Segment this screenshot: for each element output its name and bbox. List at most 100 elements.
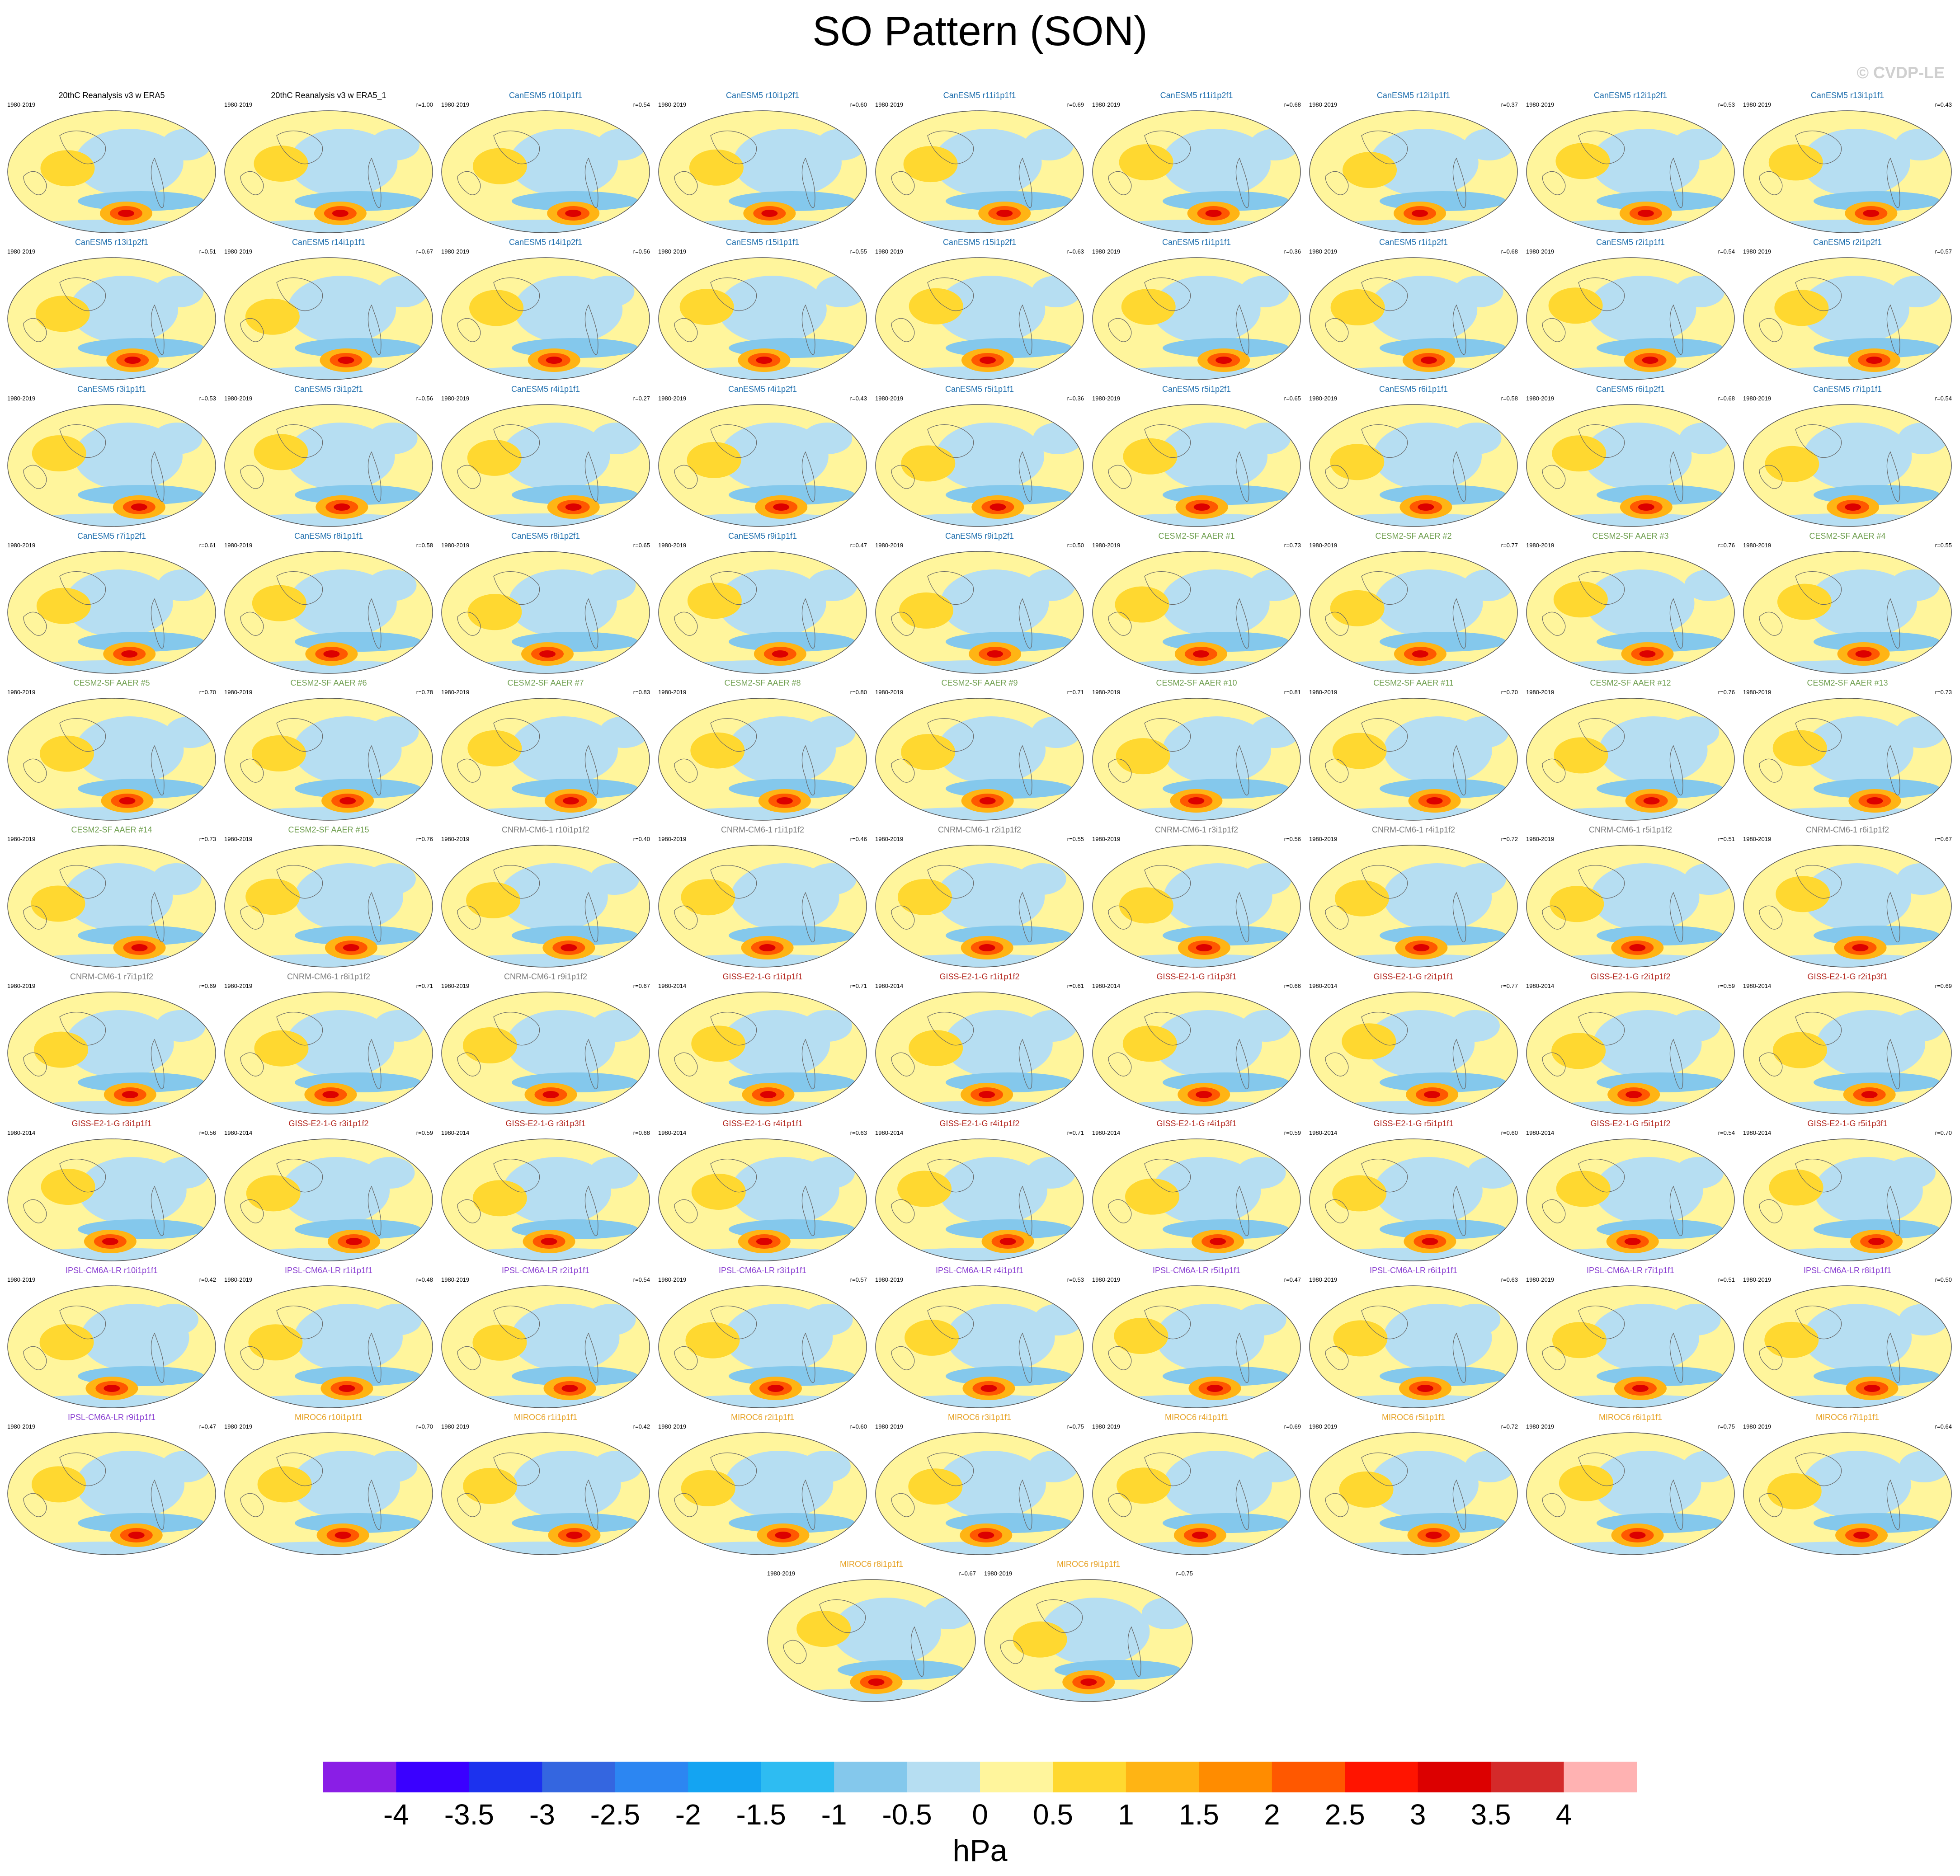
pressure-map	[658, 110, 867, 233]
high-anomaly-region	[1559, 1465, 1613, 1501]
panel-correlation: r=0.56	[416, 395, 433, 402]
panel-title: GISS-E2-1-G r3i1p1f1	[71, 1119, 152, 1128]
coastline	[240, 758, 264, 783]
panel-title: GISS-E2-1-G r3i1p1f2	[288, 1119, 369, 1128]
low-anomaly-region	[816, 276, 866, 307]
panel-period: 1980-2019	[7, 1423, 36, 1430]
low-anomaly-band	[512, 1366, 638, 1386]
panel-title: CNRM-CM6-1 r6i1p1f2	[1805, 825, 1889, 834]
colorbar-tick-label: -1	[821, 1798, 847, 1831]
panel-title: CNRM-CM6-1 r1i1p1f2	[721, 825, 805, 834]
colorbar-units: hPa	[952, 1834, 1008, 1868]
coastline	[1018, 745, 1032, 796]
pressure-map	[1526, 1285, 1735, 1408]
panel-title: IPSL-CM6A-LR r5i1p1f1	[1152, 1266, 1241, 1275]
panel-correlation: r=0.70	[1501, 689, 1518, 696]
low-anomaly-region	[1669, 716, 1720, 748]
coastline	[927, 131, 974, 165]
low-anomaly-region	[1897, 863, 1947, 895]
map-outline	[1309, 1285, 1518, 1408]
panel-title: CNRM-CM6-1 r2i1p1f2	[938, 825, 1022, 834]
map-outline	[7, 404, 216, 527]
low-anomaly-region	[935, 423, 1044, 490]
coastline	[1361, 131, 1408, 165]
coastline	[276, 571, 323, 605]
high-anomaly-region	[1776, 876, 1830, 912]
pressure-map	[1092, 1285, 1301, 1408]
map-panel: CanESM5 r9i1p1f1 1980-2019 r=0.47	[656, 531, 869, 676]
high-anomaly-region	[36, 588, 91, 624]
high-anomaly-region	[31, 1466, 86, 1503]
coastline	[1361, 424, 1408, 458]
panel-title: CESM2-SF AAER #14	[71, 825, 152, 834]
pressure-map	[1092, 257, 1301, 380]
coastline	[674, 1052, 698, 1077]
high-anomaly-center	[539, 650, 556, 658]
pressure-map	[658, 1432, 867, 1555]
map-panel: CNRM-CM6-1 r4i1p1f2 1980-2019 r=0.72	[1307, 825, 1520, 969]
panel-correlation: r=0.54	[1718, 248, 1735, 255]
high-anomaly-region	[1013, 1621, 1067, 1658]
map-outline	[1309, 404, 1518, 527]
coastline	[1144, 571, 1191, 605]
coastline	[1108, 611, 1132, 636]
colorbar-tick-label: -2	[675, 1798, 701, 1831]
coastline	[1144, 277, 1191, 311]
pressure-map	[658, 1285, 867, 1408]
coastline	[1361, 1159, 1408, 1193]
coastline	[1795, 131, 1842, 165]
low-anomaly-band	[1380, 1072, 1506, 1092]
high-anomaly-center	[339, 797, 356, 804]
coastline	[710, 1159, 757, 1193]
high-anomaly-region	[467, 594, 522, 630]
map-outline	[1092, 1432, 1301, 1555]
low-anomaly-band	[1380, 1513, 1506, 1533]
coastline	[59, 571, 106, 605]
pressure-map	[441, 110, 650, 233]
low-anomaly-region	[1152, 276, 1261, 343]
pressure-map	[1309, 404, 1518, 527]
panel-period: 1980-2014	[1309, 983, 1338, 989]
pressure-map	[7, 257, 216, 380]
panel-correlation: r=0.67	[1935, 836, 1952, 842]
high-anomaly-region	[1123, 438, 1178, 475]
panel-correlation: r=0.73	[1284, 542, 1301, 549]
panel-period: 1980-2019	[441, 689, 470, 696]
panel-period: 1980-2019	[441, 836, 470, 842]
high-anomaly-center	[334, 503, 350, 511]
map-panel: CanESM5 r11i1p2f1 1980-2019 r=0.68	[1090, 90, 1303, 235]
map-outline	[875, 845, 1084, 968]
panel-correlation: r=0.48	[416, 1276, 433, 1283]
low-anomaly-band	[1814, 1072, 1940, 1092]
coastline	[801, 157, 815, 208]
pressure-map	[875, 1138, 1084, 1261]
high-anomaly-center	[542, 1091, 559, 1098]
map-panel: CESM2-SF AAER #10 1980-2019 r=0.81	[1090, 678, 1303, 823]
map-outline	[441, 1138, 650, 1261]
high-anomaly-region	[1777, 583, 1832, 620]
coastline	[927, 424, 974, 458]
coastline	[1325, 465, 1349, 489]
low-anomaly-region	[733, 129, 842, 197]
coastline	[368, 892, 382, 943]
map-panel: CNRM-CM6-1 r8i1p1f2 1980-2019 r=0.71	[222, 972, 435, 1116]
high-anomaly-center	[1413, 944, 1430, 951]
coastline	[1108, 318, 1132, 342]
map-outline	[7, 845, 216, 968]
panel-period: 1980-2019	[1743, 542, 1772, 549]
low-anomaly-region	[1899, 1451, 1949, 1482]
high-anomaly-region	[40, 150, 95, 187]
high-anomaly-center	[1853, 1532, 1870, 1539]
panel-title: GISS-E2-1-G r1i1p1f2	[939, 972, 1020, 981]
low-anomaly-region	[718, 276, 827, 343]
colorbar-tick-label: -3.5	[444, 1798, 495, 1831]
coastline	[1000, 1640, 1024, 1664]
coastline	[1018, 892, 1032, 943]
high-anomaly-region	[39, 735, 94, 772]
low-anomaly-region	[1583, 423, 1692, 490]
panel-period: 1980-2019	[875, 836, 904, 842]
high-anomaly-center	[1629, 1532, 1646, 1539]
panel-period: 1980-2019	[7, 983, 36, 989]
pressure-map	[1309, 1432, 1518, 1555]
coastline	[23, 1493, 47, 1517]
